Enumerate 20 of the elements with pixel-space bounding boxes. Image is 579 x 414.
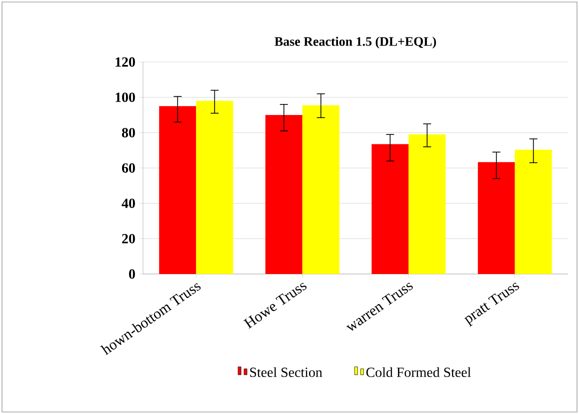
bar	[408, 134, 446, 274]
x-tick-label: pratt Truss	[464, 282, 520, 327]
bar	[159, 106, 196, 274]
legend-label: Cold Formed Steel	[366, 367, 471, 378]
bar	[478, 162, 515, 274]
y-tick-label: 20	[122, 234, 135, 244]
y-tick-label: 60	[122, 163, 135, 173]
bar	[265, 114, 302, 274]
y-tick-label: 40	[122, 198, 135, 208]
y-tick-label: 100	[116, 92, 135, 102]
bar	[196, 100, 234, 274]
y-tick-label: 80	[122, 128, 135, 138]
x-tick-label: Howe Truss	[243, 282, 307, 329]
bar	[514, 150, 552, 274]
bar	[302, 105, 340, 274]
legend-label: Steel Section	[250, 367, 322, 378]
y-tick-label: 120	[116, 57, 135, 67]
y-tick-label: 0	[129, 269, 135, 279]
bar	[372, 144, 409, 274]
chart-title: Base Reaction 1.5 (DL+EQL)	[274, 36, 436, 48]
